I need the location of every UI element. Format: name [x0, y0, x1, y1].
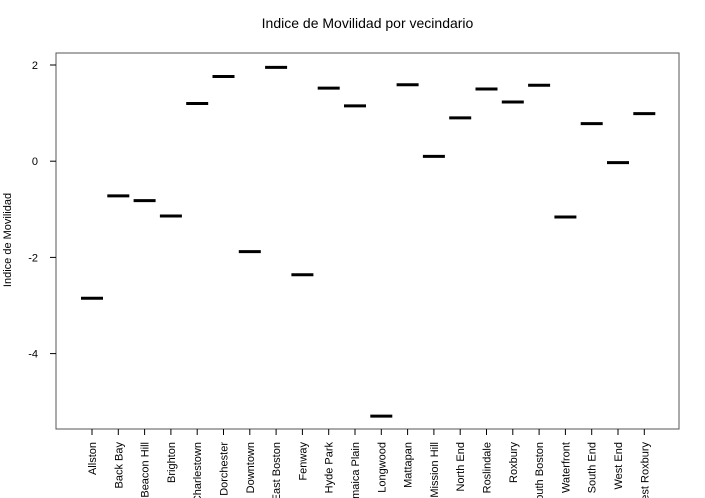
x-tick-label: South End [587, 442, 599, 493]
y-tick-label: -4 [28, 349, 38, 361]
x-tick-label: Charlestown [192, 442, 204, 498]
y-tick-label: 0 [32, 156, 38, 168]
x-tick-label: Downtown [245, 442, 257, 493]
median-marks [81, 65, 656, 418]
x-tick-label: Waterfront [560, 442, 572, 493]
x-tick-label: Roslindale [482, 442, 494, 493]
x-tick-label: Longwood [376, 442, 388, 493]
x-tick-label: Mattapan [403, 442, 415, 488]
x-tick-label: Brighton [166, 442, 178, 483]
chart-title: Indice de Movilidad por vecindario [261, 15, 474, 31]
x-tick-label: East Boston [271, 442, 283, 498]
x-tick-label: Mission Hill [429, 442, 441, 498]
x-tick-label: North End [455, 442, 467, 492]
x-tick-label: Jamaica Plain [350, 442, 362, 498]
y-tick-label: 2 [32, 60, 38, 72]
x-tick-label: West End [613, 442, 625, 490]
y-tick-label: -2 [28, 252, 38, 264]
x-tick-label: West Roxbury [639, 442, 651, 498]
y-axis: 2 0 -2 -4 [28, 60, 56, 361]
plot-frame [55, 52, 680, 430]
x-tick-label: Roxbury [508, 442, 520, 483]
x-tick-label: South Boston [534, 442, 546, 498]
x-tick-label: Dorchester [219, 442, 231, 496]
x-tick-label: Allston [87, 442, 99, 475]
x-tick-label: Hyde Park [324, 442, 336, 494]
x-tick-label: Back Bay [113, 442, 125, 489]
x-tick-label: Fenway [297, 442, 309, 481]
x-tick-label: Beacon Hill [140, 442, 152, 498]
x-axis: Allston Back Bay Beacon Hill Brighton Charle… [87, 429, 651, 498]
